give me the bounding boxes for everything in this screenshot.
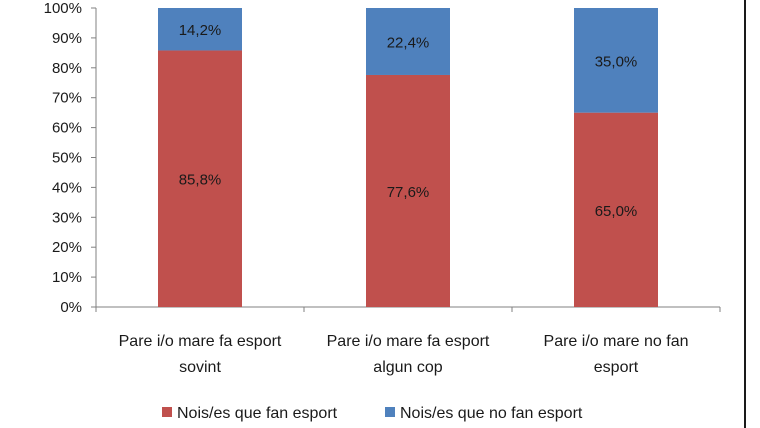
x-category-label: Pare i/o mare no fan (544, 333, 689, 350)
x-category-label: Pare i/o mare fa esport (119, 333, 282, 350)
data-label: 65,0% (595, 203, 638, 220)
legend-swatch (385, 407, 395, 417)
data-label: 14,2% (179, 22, 222, 39)
y-tick-label: 40% (52, 179, 82, 196)
legend-label: Nois/es que fan esport (177, 405, 338, 422)
y-tick-label: 0% (60, 299, 82, 316)
y-tick-label: 60% (52, 120, 82, 137)
data-label: 77,6% (387, 184, 430, 201)
x-category-label: Pare i/o mare fa esport (327, 333, 490, 350)
y-tick-label: 20% (52, 239, 82, 256)
legend-swatch (162, 407, 172, 417)
data-label: 35,0% (595, 53, 638, 70)
bar-segment (574, 8, 658, 113)
y-tick-label: 100% (44, 0, 82, 17)
legend-label: Nois/es que no fan esport (400, 405, 583, 422)
x-category-label: esport (594, 359, 639, 376)
y-tick-label: 80% (52, 60, 82, 77)
bar-segment (158, 50, 242, 307)
bar-segment (366, 8, 450, 75)
bar-segment (574, 112, 658, 308)
bar-segment (366, 74, 450, 307)
x-category-label: sovint (179, 359, 221, 376)
data-label: 22,4% (387, 34, 430, 51)
y-tick-label: 10% (52, 269, 82, 286)
y-tick-label: 70% (52, 90, 82, 107)
data-label: 85,8% (179, 172, 222, 189)
x-category-label: algun cop (373, 359, 442, 376)
y-tick-label: 50% (52, 150, 82, 167)
y-tick-label: 30% (52, 209, 82, 226)
chart-frame-border (744, 0, 746, 428)
bar-segment (158, 8, 242, 51)
y-tick-label: 90% (52, 30, 82, 47)
